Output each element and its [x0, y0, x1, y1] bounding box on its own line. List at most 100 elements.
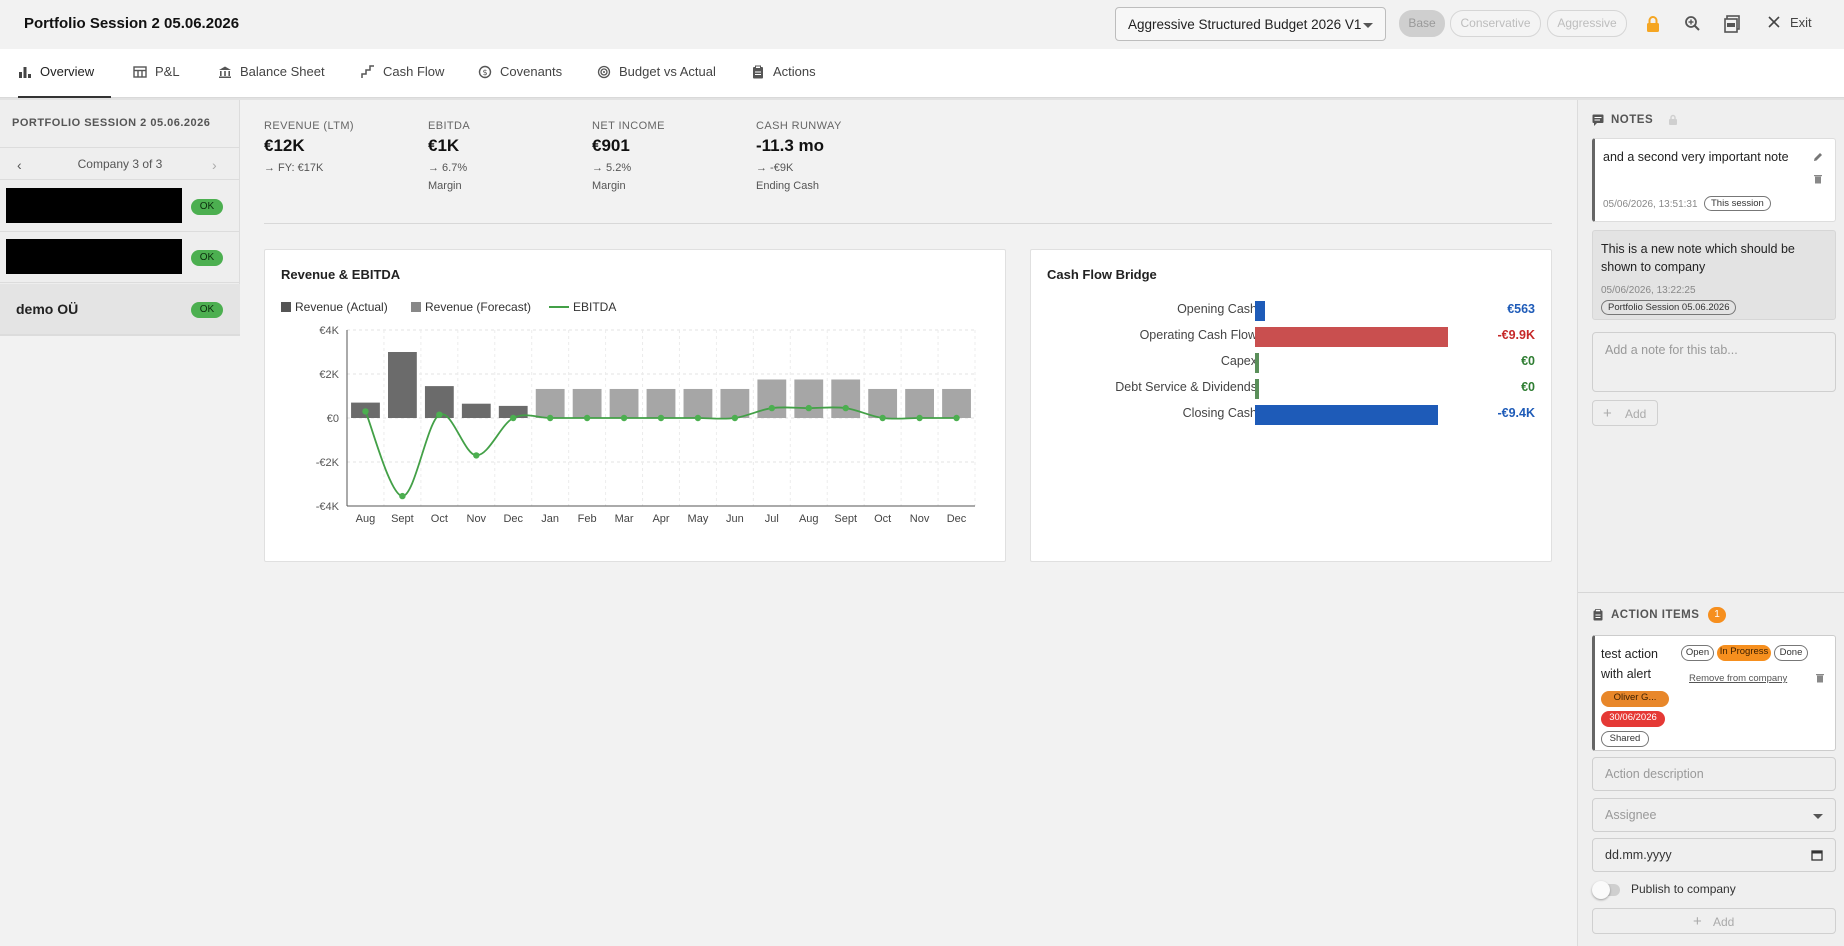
x-tick-label: May — [688, 513, 709, 525]
bridge-bar — [1255, 353, 1259, 373]
lock-icon[interactable] — [1643, 14, 1663, 34]
revenue-ebitda-card: Revenue & EBITDA Revenue (Actual) Revenu… — [264, 249, 1006, 562]
note-timestamp: 05/06/2026, 13:22:25 — [1601, 285, 1696, 296]
y-tick-label: €0 — [327, 413, 339, 425]
pdf-icon[interactable] — [1722, 14, 1742, 34]
status-badge: OK — [191, 302, 223, 318]
y-tick-label: -€4K — [316, 501, 340, 513]
add-action-button[interactable]: + Add — [1592, 908, 1836, 934]
note-input[interactable]: Add a note for this tab... — [1592, 332, 1836, 392]
assignee-badge: Oliver G... — [1601, 691, 1669, 707]
bridge-bar — [1255, 405, 1439, 425]
kpi-sub: → 5.2% — [592, 162, 632, 174]
edit-icon[interactable] — [1812, 151, 1824, 163]
x-tick-label: Jan — [541, 513, 559, 525]
legend-label: Revenue (Forecast) — [425, 300, 532, 314]
ebitda-point — [473, 452, 480, 459]
action-items-title: ACTION ITEMS — [1611, 609, 1700, 621]
date-placeholder: dd.mm.yyyy — [1605, 848, 1672, 862]
scenario-conservative-button[interactable]: Conservative — [1450, 10, 1541, 37]
company-item[interactable]: OK — [0, 232, 240, 283]
redacted-company-name — [6, 239, 182, 274]
kpi-label: CASH RUNWAY — [756, 120, 842, 132]
comment-icon — [1592, 114, 1604, 126]
clipboard-icon — [1593, 609, 1603, 621]
bar — [572, 388, 602, 418]
company-item-demo[interactable]: demo OÜ OK — [0, 284, 240, 335]
due-date-badge: 30/06/2026 — [1601, 711, 1665, 727]
calendar-icon[interactable] — [1811, 849, 1823, 861]
company-count: Company 3 of 3 — [77, 157, 163, 171]
kpi-sub: → 6.7% — [428, 162, 468, 174]
bar — [683, 388, 713, 418]
chevron-left-icon[interactable]: ‹ — [17, 157, 22, 173]
bar — [646, 388, 676, 418]
status-done-button[interactable]: Done — [1774, 645, 1808, 661]
status-badge: OK — [191, 199, 223, 215]
bridge-bar — [1255, 301, 1265, 321]
company-sidebar: PORTFOLIO SESSION 2 05.06.2026 ‹ Company… — [0, 100, 240, 336]
zoom-icon[interactable] — [1683, 14, 1703, 34]
note-input-placeholder: Add a note for this tab... — [1605, 343, 1738, 357]
x-tick-label: Dec — [947, 513, 967, 525]
assignee-select[interactable]: Assignee — [1592, 798, 1836, 832]
ebitda-point — [731, 414, 739, 422]
x-tick-label: Oct — [431, 513, 448, 525]
x-tick-label: Nov — [467, 513, 487, 525]
x-tick-label: Feb — [578, 513, 597, 525]
kpi-sub: → FY: €17K — [264, 162, 324, 174]
kpi-note: Ending Cash — [756, 180, 819, 192]
y-tick-label: €2K — [319, 369, 339, 381]
x-tick-label: Sept — [834, 513, 857, 525]
action-item: test action with alert Open In Progress … — [1592, 635, 1836, 751]
bar-chart-icon — [19, 67, 31, 78]
due-date-input[interactable]: dd.mm.yyyy — [1592, 838, 1836, 872]
ebitda-point — [805, 404, 812, 412]
ebitda-point — [953, 414, 960, 422]
shared-badge: Shared — [1601, 731, 1649, 747]
note-text: and a second very important note — [1603, 150, 1789, 164]
tab-overview[interactable]: Overview — [18, 49, 111, 98]
status-open-button[interactable]: Open — [1681, 645, 1714, 661]
scenario-base-button[interactable]: Base — [1399, 10, 1445, 37]
action-title: test action with alert — [1601, 647, 1658, 681]
bridge-label: Closing Cash — [1182, 406, 1257, 420]
bridge-row: Opening Cash €563 — [1031, 299, 1551, 321]
tab-bar: Overview P&L Balance Sheet Cash Flow $ C… — [0, 49, 1844, 98]
trash-icon[interactable] — [1813, 173, 1823, 185]
y-tick-label: €4K — [319, 325, 339, 337]
ebitda-point — [399, 492, 406, 500]
company-pager: ‹ Company 3 of 3 › — [0, 147, 240, 180]
bridge-bar — [1255, 327, 1448, 347]
kpi-ebitda: EBITDA €1K → 6.7% Margin — [428, 120, 588, 192]
bridge-value: -€9.9K — [1497, 328, 1535, 342]
note-item: and a second very important note 05/06/2… — [1592, 138, 1836, 222]
redacted-company-name — [6, 188, 182, 223]
ebitda-point — [768, 404, 776, 412]
budget-select[interactable]: Aggressive Structured Budget 2026 V1 — [1115, 7, 1386, 41]
ebitda-point — [879, 414, 886, 422]
action-description-input[interactable]: Action description — [1592, 757, 1836, 791]
chevron-down-icon — [1813, 814, 1823, 819]
company-item[interactable]: OK — [0, 181, 240, 232]
ebitda-point — [546, 414, 554, 422]
trash-icon[interactable] — [1815, 672, 1825, 684]
close-icon — [1768, 16, 1780, 28]
tab-label: Cash Flow — [383, 64, 445, 79]
action-count-badge: 1 — [1708, 607, 1726, 623]
remove-from-company-link[interactable]: Remove from company — [1689, 673, 1788, 684]
publish-toggle[interactable] — [1592, 881, 1620, 899]
kpi-label: EBITDA — [428, 120, 471, 132]
ebitda-line — [364, 406, 957, 498]
status-in-progress-button[interactable]: In Progress — [1717, 645, 1771, 661]
ebitda-point — [657, 414, 665, 422]
scenario-aggressive-button[interactable]: Aggressive — [1547, 10, 1627, 37]
kpi-value: €901 — [592, 136, 630, 155]
tab-label: Budget vs Actual — [619, 64, 716, 79]
chevron-down-icon — [1363, 23, 1373, 28]
ebitda-point — [362, 408, 369, 415]
chevron-right-icon[interactable]: › — [212, 157, 217, 173]
ebitda-point — [583, 414, 591, 422]
add-note-button[interactable]: + Add — [1592, 400, 1658, 426]
bank-icon — [219, 66, 231, 78]
